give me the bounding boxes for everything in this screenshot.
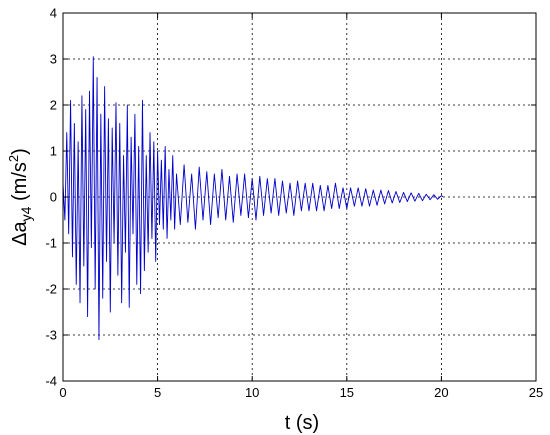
x-tick-labels: 0 5 10 15 20 25 bbox=[59, 385, 543, 400]
y-axis-label: Δay4 (m/s2) bbox=[6, 148, 34, 246]
y-tick-label: 0 bbox=[50, 190, 57, 205]
x-tick-label: 10 bbox=[245, 385, 259, 400]
x-tick-label: 25 bbox=[529, 385, 543, 400]
series-layer bbox=[62, 56, 444, 341]
ticks bbox=[62, 12, 537, 382]
y-tick-label: -2 bbox=[45, 282, 57, 297]
x-tick-label: 0 bbox=[59, 385, 66, 400]
y-tick-label: -3 bbox=[45, 328, 57, 343]
x-tick-label: 20 bbox=[434, 385, 448, 400]
y-tick-label: -4 bbox=[45, 374, 57, 389]
x-tick-label: 15 bbox=[340, 385, 354, 400]
x-axis-label: t (s) bbox=[285, 412, 319, 434]
y-axis-label-unit-superscript: 2 bbox=[6, 155, 21, 162]
y-axis-label-prefix: Δa bbox=[9, 220, 31, 245]
x-tick-label: 5 bbox=[154, 385, 161, 400]
y-tick-label: 2 bbox=[50, 98, 57, 113]
y-tick-label: 3 bbox=[50, 52, 57, 67]
series-line bbox=[62, 56, 444, 341]
y-tick-label: 1 bbox=[50, 144, 57, 159]
y-axis-label-subscript: y4 bbox=[18, 206, 34, 221]
y-tick-label: -1 bbox=[45, 236, 57, 251]
y-axis-label-unit-open: (m/s bbox=[9, 162, 31, 206]
y-tick-labels: -4 -3 -2 -1 0 1 2 3 4 bbox=[45, 6, 57, 389]
y-tick-label: 4 bbox=[50, 6, 57, 21]
y-axis-label-unit-close: ) bbox=[9, 148, 31, 155]
